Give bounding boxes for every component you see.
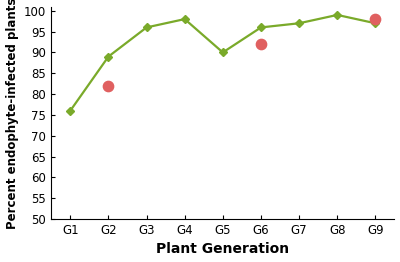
Y-axis label: Percent endophyte-infected plants: Percent endophyte-infected plants bbox=[6, 0, 18, 228]
Point bbox=[258, 42, 264, 46]
Point bbox=[372, 17, 378, 21]
Point bbox=[105, 84, 112, 88]
X-axis label: Plant Generation: Plant Generation bbox=[156, 242, 289, 256]
